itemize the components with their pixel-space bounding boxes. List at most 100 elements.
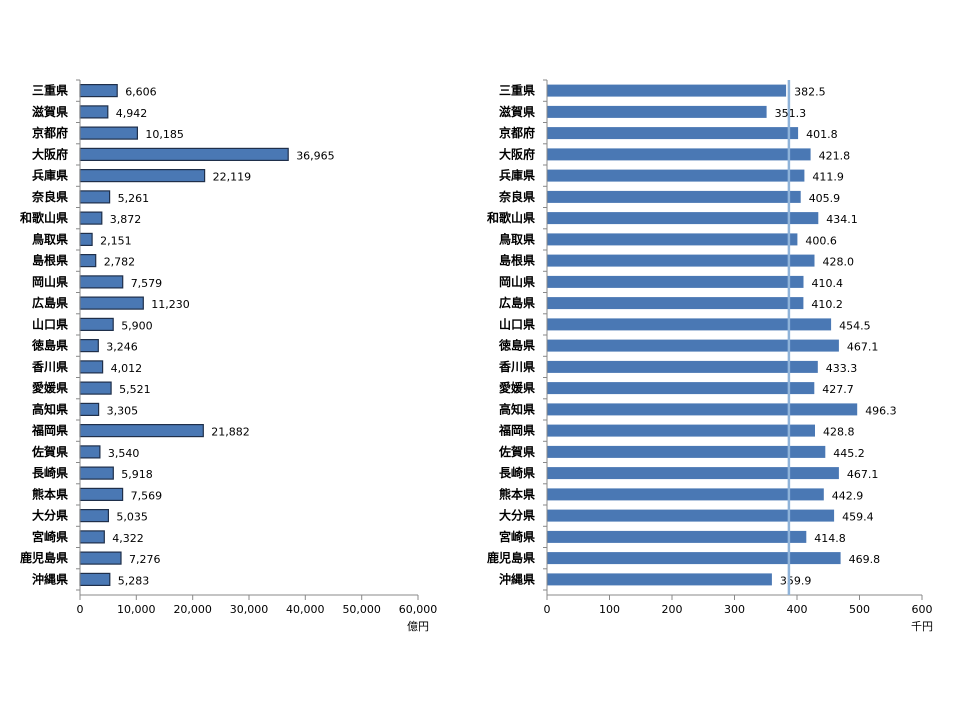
category-label: 広島県 <box>32 295 68 310</box>
x-tick-label: 20,000 <box>173 603 212 616</box>
value-label: 3,872 <box>110 213 142 226</box>
x-tick-label: 600 <box>912 603 933 616</box>
bar <box>547 254 815 267</box>
value-label: 2,151 <box>100 234 132 247</box>
value-label: 359.9 <box>780 574 812 587</box>
category-label: 奈良県 <box>498 189 535 204</box>
bar <box>547 467 839 480</box>
bar <box>79 466 114 480</box>
category-label: 徳島県 <box>498 338 535 353</box>
value-label: 4,322 <box>112 532 144 545</box>
category-label: 京都府 <box>499 125 535 140</box>
bar <box>547 488 824 501</box>
value-label: 10,185 <box>145 128 184 141</box>
value-label: 36,965 <box>296 149 335 162</box>
category-label: 大分県 <box>499 508 535 523</box>
category-label: 三重県 <box>499 83 535 98</box>
category-label: 長崎県 <box>32 465 68 480</box>
bar <box>79 190 111 204</box>
category-label: 高知県 <box>32 401 68 416</box>
bar <box>547 105 767 118</box>
bar <box>79 275 124 289</box>
category-label: 愛媛県 <box>32 380 68 395</box>
bar <box>547 169 805 182</box>
category-label: 大阪府 <box>499 146 535 161</box>
value-label: 4,012 <box>111 362 143 375</box>
value-label: 5,900 <box>121 319 153 332</box>
category-label: 佐賀県 <box>498 444 535 459</box>
value-label: 421.8 <box>819 149 851 162</box>
bar <box>547 297 804 310</box>
bar <box>79 339 99 353</box>
value-label: 428.8 <box>823 426 855 439</box>
value-label: 6,606 <box>125 86 157 99</box>
category-label: 熊本県 <box>32 486 68 501</box>
bar <box>79 445 101 459</box>
bar <box>79 211 103 225</box>
bar <box>79 169 206 183</box>
bar <box>547 445 826 458</box>
category-label: 京都府 <box>32 125 68 140</box>
value-label: 5,918 <box>121 468 153 481</box>
bar <box>79 147 289 161</box>
value-label: 351.3 <box>775 107 807 120</box>
category-label: 熊本県 <box>499 486 535 501</box>
category-label: 兵庫県 <box>32 168 68 183</box>
x-tick-label: 30,000 <box>230 603 269 616</box>
bar <box>547 318 832 331</box>
bar <box>79 296 144 310</box>
category-label: 長崎県 <box>499 465 535 480</box>
x-tick-label: 10,000 <box>117 603 156 616</box>
category-label: 高知県 <box>499 401 535 416</box>
category-label: 奈良県 <box>31 189 68 204</box>
value-label: 3,305 <box>107 404 139 417</box>
value-label: 4,942 <box>116 107 148 120</box>
category-label: 島根県 <box>499 253 535 268</box>
category-label: 和歌山県 <box>486 210 535 225</box>
bar <box>547 552 841 565</box>
x-tick-label: 100 <box>599 603 620 616</box>
category-label: 愛媛県 <box>499 380 535 395</box>
bar <box>79 402 100 416</box>
category-label: 広島県 <box>499 295 535 310</box>
bar <box>79 105 109 119</box>
bar <box>547 84 787 97</box>
bar <box>547 382 815 395</box>
value-label: 428.0 <box>823 256 855 269</box>
category-label: 鳥取県 <box>32 231 68 246</box>
bar <box>547 127 799 140</box>
category-label: 山口県 <box>499 316 535 331</box>
value-label: 21,882 <box>211 426 250 439</box>
bar <box>79 126 139 140</box>
value-label: 467.1 <box>847 341 879 354</box>
value-label: 459.4 <box>842 511 874 524</box>
x-tick-label: 50,000 <box>342 603 381 616</box>
category-label: 鹿児島県 <box>20 550 68 565</box>
bar <box>547 190 801 203</box>
unit-label: 億円 <box>407 620 429 633</box>
value-label: 400.6 <box>805 234 837 247</box>
value-label: 3,246 <box>106 341 138 354</box>
value-label: 5,283 <box>118 574 150 587</box>
value-label: 410.2 <box>811 298 843 311</box>
value-label: 7,569 <box>131 489 163 502</box>
category-label: 佐賀県 <box>31 444 68 459</box>
category-label: 福岡県 <box>498 423 535 438</box>
value-label: 434.1 <box>826 213 858 226</box>
value-label: 11,230 <box>151 298 190 311</box>
bar <box>547 339 839 352</box>
value-label: 401.8 <box>806 128 838 141</box>
category-label: 島根県 <box>32 253 68 268</box>
x-tick-label: 300 <box>724 603 745 616</box>
bar <box>547 424 815 437</box>
x-tick-label: 60,000 <box>399 603 438 616</box>
category-label: 香川県 <box>31 359 68 374</box>
value-label: 414.8 <box>814 532 846 545</box>
bar <box>547 530 807 543</box>
category-label: 宮崎県 <box>499 529 535 544</box>
category-label: 沖縄県 <box>32 571 68 586</box>
category-label: 福岡県 <box>31 423 68 438</box>
bar <box>79 424 204 438</box>
bar <box>547 212 819 225</box>
